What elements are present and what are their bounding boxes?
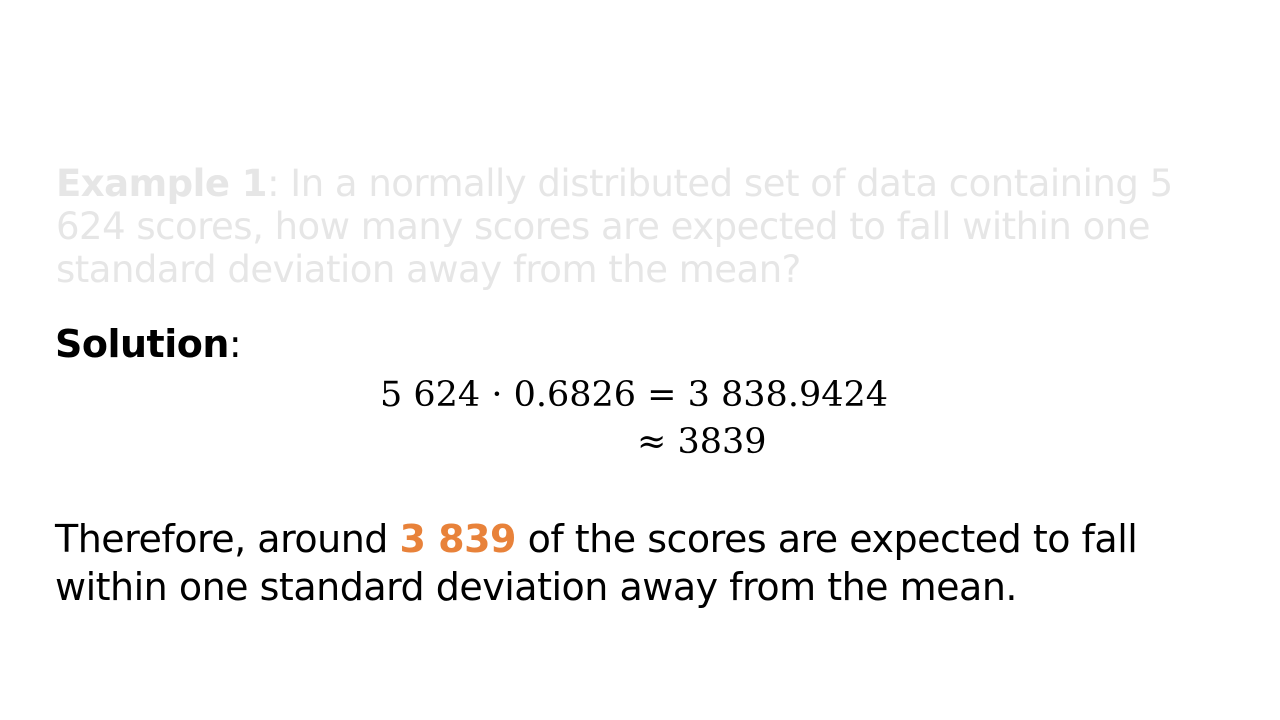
solution-heading: Solution: xyxy=(55,322,242,366)
solution-suffix: : xyxy=(228,322,242,366)
conclusion-highlight: 3 839 xyxy=(399,517,517,561)
equation-line-1: 5 624 · 0.6826 = 3 838.9424 xyxy=(380,375,889,415)
conclusion-before: Therefore, around xyxy=(55,517,400,561)
conclusion-text: Therefore, around 3 839 of the scores ar… xyxy=(55,515,1235,611)
example-text: : In a normally distributed set of data … xyxy=(56,162,1173,291)
equation-line-2: ≈ 3839 xyxy=(637,422,767,462)
conclusion-after: of the scores are expected to fall withi… xyxy=(55,517,1138,609)
solution-label: Solution xyxy=(55,322,229,366)
example-question: Example 1: In a normally distributed set… xyxy=(56,162,1236,291)
example-label: Example 1 xyxy=(56,162,268,205)
